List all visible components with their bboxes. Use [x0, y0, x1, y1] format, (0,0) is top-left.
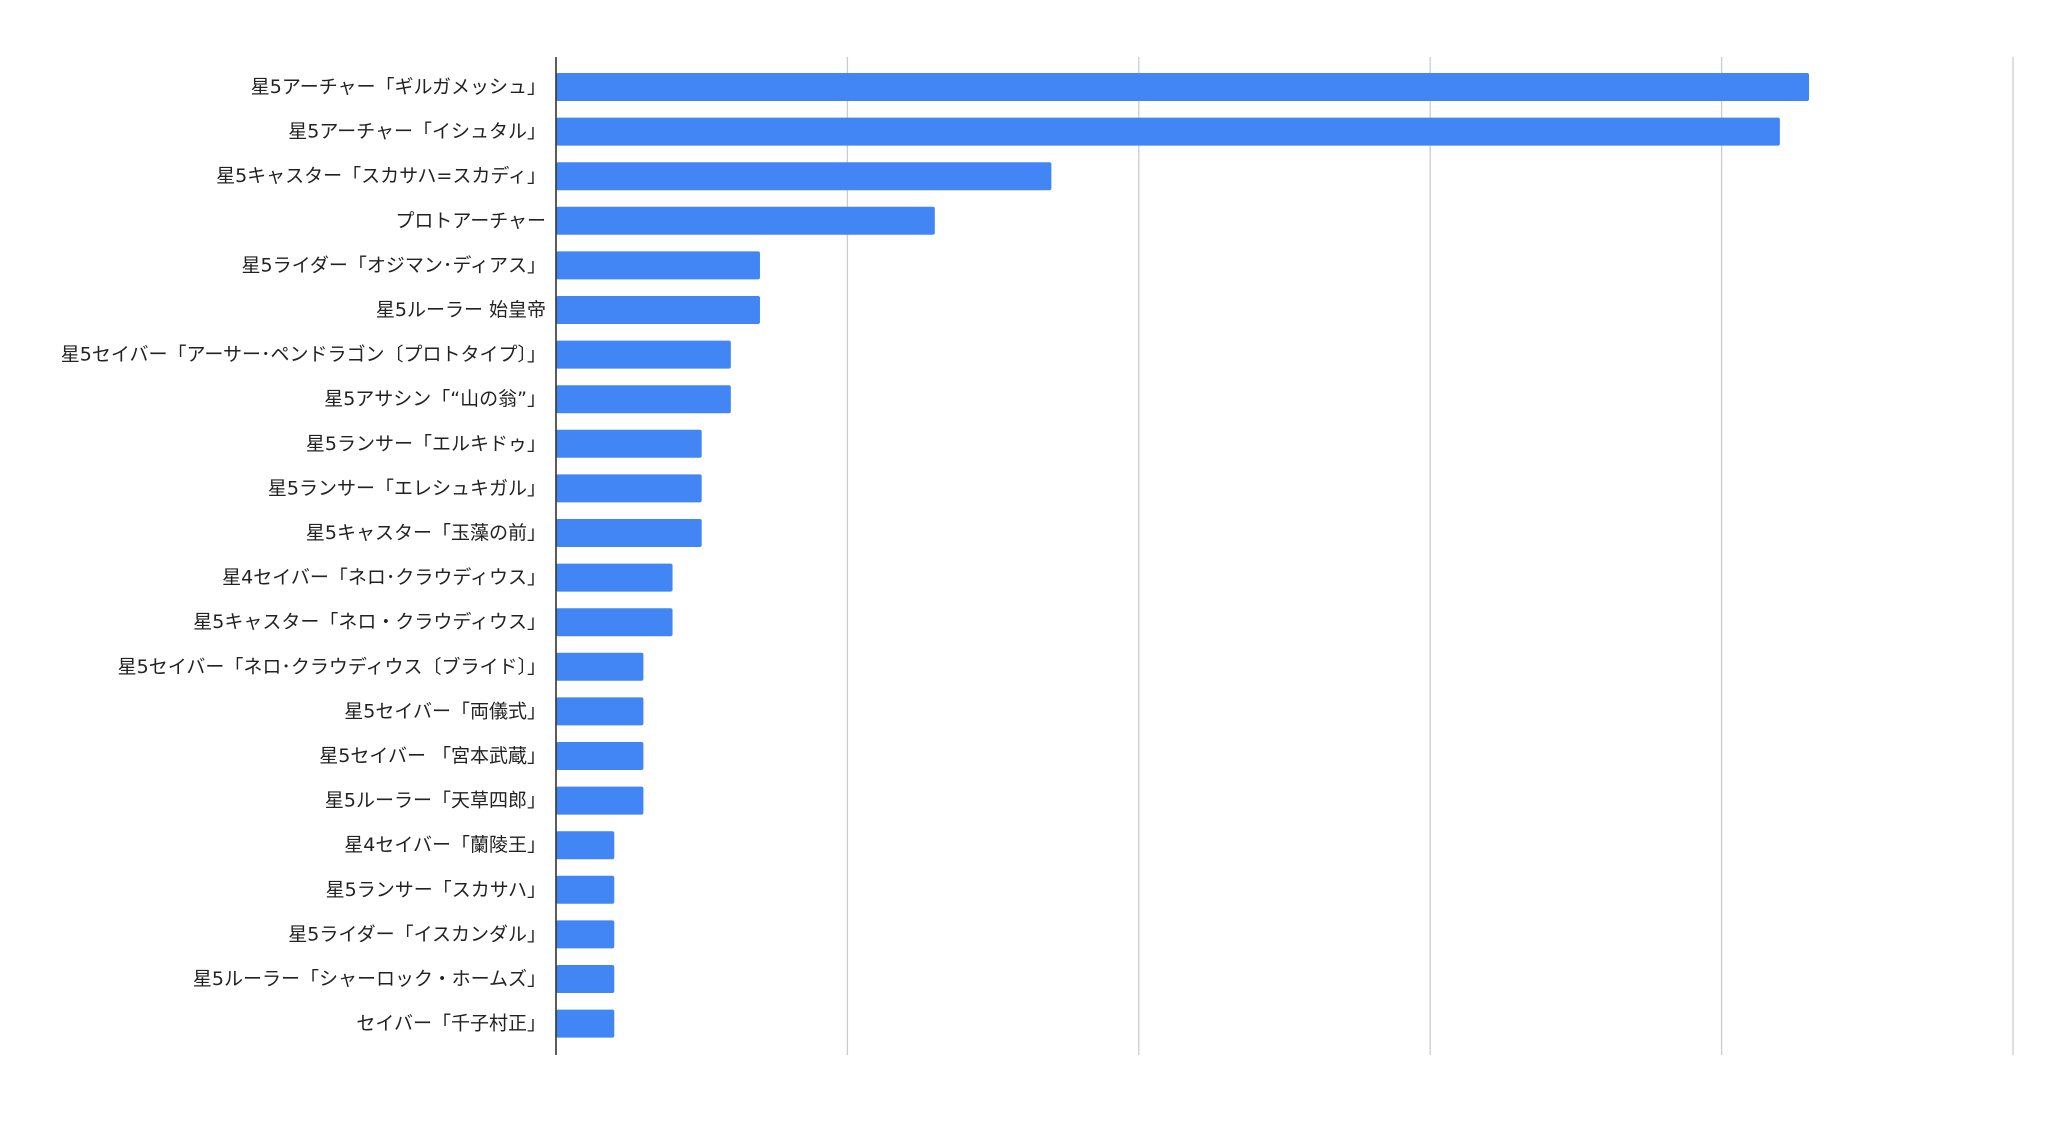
category-label-17: 星4セイバー「蘭陵王」	[344, 834, 546, 856]
bar-4	[556, 251, 760, 280]
bar-9	[556, 474, 702, 503]
category-label-5: 星5ルーラー 始皇帝	[376, 299, 546, 321]
bar-6	[556, 340, 731, 369]
bar-0	[556, 73, 1810, 101]
category-label-19: 星5ライダー「イスカンダル」	[288, 923, 546, 945]
category-label-1: 星5アーチャー「イシュタル」	[288, 121, 546, 143]
bar-18	[556, 875, 615, 904]
bar-16	[556, 786, 644, 815]
bar-19	[556, 920, 615, 949]
category-label-18: 星5ランサー「スカサハ」	[326, 879, 546, 901]
category-label-16: 星5ルーラー「天草四郎」	[325, 790, 546, 812]
bar-10	[556, 519, 702, 547]
category-label-14: 星5セイバー「両儀式」	[344, 700, 546, 722]
bar-3	[556, 206, 935, 235]
bar-2	[556, 162, 1052, 191]
category-label-15: 星5セイバー 「宮本武蔵」	[319, 745, 546, 767]
category-label-0: 星5アーチャー「ギルガメッシュ」	[251, 76, 546, 98]
bar-11	[556, 563, 673, 592]
category-label-3: プロトアーチャー	[395, 210, 546, 232]
bar-7	[556, 385, 731, 414]
grid-lines	[846, 57, 2014, 1055]
bar-1	[556, 117, 1780, 146]
category-label-10: 星5キャスター「玉藻の前」	[306, 522, 546, 544]
bar-5	[556, 296, 760, 324]
bar-13	[556, 652, 644, 681]
category-label-4: 星5ライダー「オジマン･ディアス」	[242, 254, 547, 276]
bars	[556, 73, 1810, 1038]
category-label-21: セイバー「千子村正」	[356, 1013, 546, 1035]
bar-8	[556, 429, 702, 458]
bar-17	[556, 831, 615, 860]
category-label-13: 星5セイバー「ネロ･クラウディウス〔ブライド〕」	[118, 655, 546, 678]
bar-20	[556, 965, 615, 993]
category-label-11: 星4セイバー「ネロ･クラウディウス」	[222, 567, 546, 589]
category-label-6: 星5セイバー「アーサー･ペンドラゴン〔プロトタイプ〕」	[61, 344, 546, 366]
bar-21	[556, 1009, 615, 1038]
category-label-9: 星5ランサー「エレシュキガル」	[268, 477, 546, 499]
category-label-2: 星5キャスター「スカサハ=スカディ」	[216, 165, 546, 187]
bar-12	[556, 608, 673, 637]
category-label-12: 星5キャスター「ネロ・クラウディウス」	[193, 611, 546, 633]
category-label-20: 星5ルーラー「シャーロック・ホームズ」	[193, 968, 546, 990]
category-label-8: 星5ランサー「エルキドゥ」	[306, 433, 546, 455]
category-labels: 星5アーチャー「ギルガメッシュ」星5アーチャー「イシュタル」星5キャスター「スカ…	[61, 76, 546, 1035]
category-label-7: 星5アサシン「“山の翁”」	[324, 388, 546, 410]
bar-15	[556, 742, 644, 770]
bar-14	[556, 697, 644, 726]
